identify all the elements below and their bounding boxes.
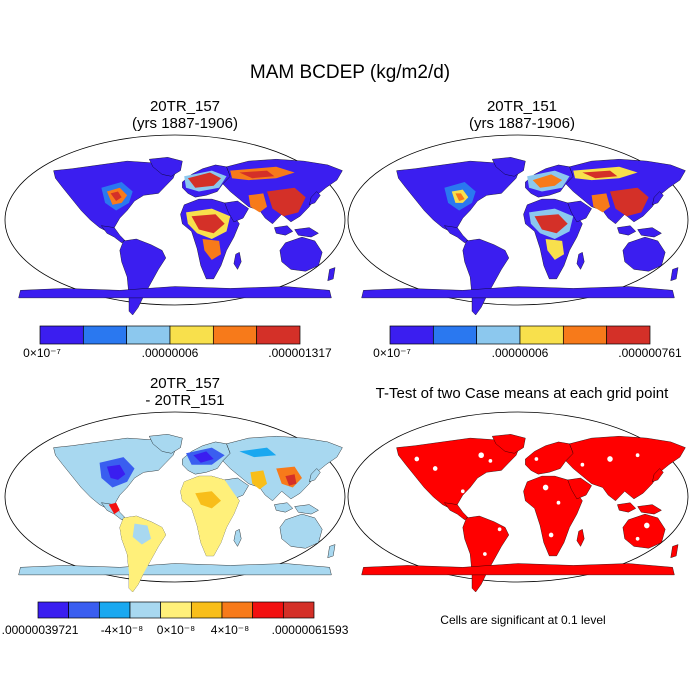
cbar1-swatch-4 bbox=[212, 325, 258, 345]
cbar3-swatch-1 bbox=[68, 601, 100, 619]
panel1-colorbar bbox=[39, 325, 301, 345]
panel4-map bbox=[347, 411, 689, 593]
panel3-title-line2: - 20TR_151 bbox=[145, 392, 225, 409]
cbar1-swatch-0 bbox=[39, 325, 84, 345]
cbar3-swatch-3 bbox=[129, 601, 162, 619]
cbar2-swatch-5 bbox=[606, 325, 651, 345]
panel4-title: T-Test of two Case means at each grid po… bbox=[375, 385, 669, 402]
main-title: MAM BCDEP (kg/m2/d) bbox=[249, 62, 451, 83]
cbar2-swatch-1 bbox=[432, 325, 478, 345]
cbar1-label-1: .00000006 bbox=[142, 346, 199, 360]
cbar3-swatch-4 bbox=[160, 601, 192, 619]
cbar3-label-0: .00000039721 bbox=[2, 623, 79, 637]
panel1-map bbox=[4, 134, 346, 316]
cbar2-swatch-2 bbox=[476, 325, 521, 345]
cbar1-swatch-5 bbox=[256, 325, 301, 345]
cbar3-label-1: -4×10⁻⁸ bbox=[101, 623, 143, 637]
cbar2-swatch-0 bbox=[389, 325, 434, 345]
panel3-colorbar bbox=[37, 601, 315, 619]
cbar1-label-2: .000001317 bbox=[268, 346, 332, 360]
panel3-title-line1: 20TR_157 bbox=[149, 375, 221, 392]
panel3-map bbox=[4, 411, 346, 593]
panel2-title-line2: (yrs 1887-1906) bbox=[469, 115, 575, 132]
panel1-title-line1: 20TR_157 bbox=[149, 98, 221, 115]
cbar1-swatch-3 bbox=[169, 325, 214, 345]
cbar2-label-0: 0×10⁻⁷ bbox=[373, 346, 411, 360]
cbar3-label-2: 0×10⁻⁸ bbox=[157, 623, 195, 637]
panel3-title: 20TR_157 - 20TR_151 bbox=[85, 375, 285, 409]
cbar3-label-3: 4×10⁻⁸ bbox=[211, 623, 249, 637]
cbar3-swatch-0 bbox=[37, 601, 70, 619]
panel2-title-line1: 20TR_151 bbox=[486, 98, 558, 115]
panel1-title-line2: (yrs 1887-1906) bbox=[132, 115, 238, 132]
panel2-title: 20TR_151 (yrs 1887-1906) bbox=[422, 98, 622, 132]
cbar2-label-2: .000000761 bbox=[618, 346, 682, 360]
panel2-colorbar bbox=[389, 325, 651, 345]
cbar3-swatch-2 bbox=[98, 601, 131, 619]
cbar1-swatch-2 bbox=[126, 325, 171, 345]
cbar1-swatch-1 bbox=[82, 325, 128, 345]
cbar3-swatch-5 bbox=[190, 601, 223, 619]
cbar3-swatch-6 bbox=[221, 601, 254, 619]
panel2-map bbox=[347, 134, 689, 316]
cbar2-label-1: .00000006 bbox=[492, 346, 549, 360]
panel4-note: Cells are significant at 0.1 level bbox=[440, 613, 605, 627]
cbar3-swatch-7 bbox=[252, 601, 284, 619]
cbar2-swatch-4 bbox=[562, 325, 608, 345]
cbar3-label-4: .00000061593 bbox=[272, 623, 349, 637]
panel1-title: 20TR_157 (yrs 1887-1906) bbox=[85, 98, 285, 132]
cbar2-swatch-3 bbox=[519, 325, 564, 345]
cbar1-label-0: 0×10⁻⁷ bbox=[23, 346, 61, 360]
cbar3-swatch-8 bbox=[282, 601, 315, 619]
